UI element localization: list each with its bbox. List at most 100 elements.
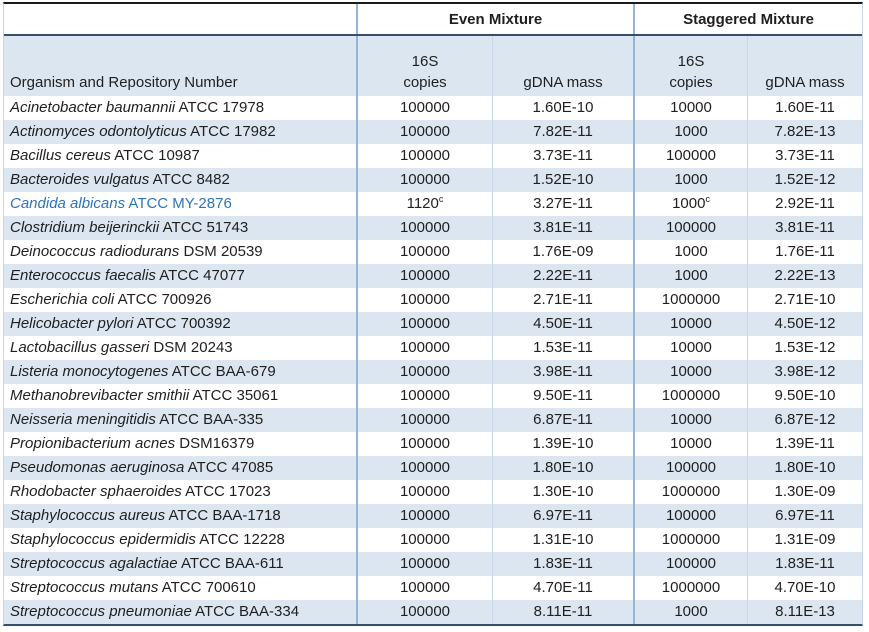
staggered-16s-copies-value: 100000 (665, 219, 717, 236)
staggered-gdna-mass-cell: 2.71E-10 (747, 288, 862, 312)
species-name: Candida albicans (10, 195, 126, 212)
staggered-16s-copies-value: 1000 (674, 243, 708, 260)
repository-number: ATCC 51743 (162, 219, 249, 236)
staggered-16s-copies-value: 1000000 (661, 483, 721, 500)
organism-cell: Staphylococcus aureus ATCC BAA-1718 (4, 504, 356, 528)
table-row: Neisseria meningitidis ATCC BAA-335 1000… (4, 408, 862, 432)
even-16s-copies-cell: 100000 (356, 96, 492, 120)
staggered-16s-copies-value: 100000 (665, 507, 717, 524)
staggered-gdna-mass-cell: 8.11E-13 (747, 600, 862, 624)
staggered-16s-copies-cell: 1000000 (633, 288, 747, 312)
even-16s-copies-value: 100000 (399, 291, 451, 308)
staggered-gdna-mass-cell: 2.22E-13 (747, 264, 862, 288)
staggered-16s-copies-value: 1000 (674, 603, 708, 620)
staggered-gdna-mass-value: 1.30E-09 (774, 483, 836, 500)
copies-label: copies (403, 74, 447, 91)
table-row: Rhodobacter sphaeroides ATCC 17023 10000… (4, 480, 862, 504)
table-row: Streptococcus mutans ATCC 700610 100000 … (4, 576, 862, 600)
staggered-16s-copies-cell: 10000 (633, 360, 747, 384)
species-name: Staphylococcus aureus (10, 507, 166, 524)
species-name: Staphylococcus epidermidis (10, 531, 196, 548)
repository-number: ATCC 47085 (187, 459, 274, 476)
species-name: Escherichia coli (10, 291, 115, 308)
table-row: Streptococcus agalactiae ATCC BAA-611 10… (4, 552, 862, 576)
even-gdna-mass-value: 1.76E-09 (532, 243, 594, 260)
even-gdna-mass-value: 1.80E-10 (532, 459, 594, 476)
even-gdna-mass-value: 1.60E-10 (532, 99, 594, 116)
even-16s-copies-cell: 100000 (356, 144, 492, 168)
species-name: Methanobrevibacter smithii (10, 387, 190, 404)
table-row: Actinomyces odontolyticus ATCC 17982 100… (4, 120, 862, 144)
even-16s-copies-value: 100000 (399, 579, 451, 596)
even-gdna-mass-value: 1.53E-11 (533, 339, 593, 356)
organism-cell: Bacillus cereus ATCC 10987 (4, 144, 356, 168)
even-gdna-mass-cell: 1.39E-10 (492, 432, 633, 456)
repository-number: ATCC MY-2876 (128, 195, 232, 212)
organism-cell: Helicobacter pylori ATCC 700392 (4, 312, 356, 336)
16s-label: 16S (411, 53, 439, 70)
organism-cell: Escherichia coli ATCC 700926 (4, 288, 356, 312)
staggered-16s-copies-value: 1000000 (661, 531, 721, 548)
species-name: Bacteroides vulgatus (10, 171, 150, 188)
even-gdna-mass-cell: 6.87E-11 (492, 408, 633, 432)
even-gdna-mass-value: 2.71E-11 (533, 291, 593, 308)
table-row: Bacteroides vulgatus ATCC 8482 100000 1.… (4, 168, 862, 192)
staggered-16s-copies-value: 10000 (670, 99, 712, 116)
staggered-16s-copies-value: 10000 (670, 315, 712, 332)
even-16s-copies-header: 16S copies (356, 36, 492, 96)
staggered-gdna-mass-cell: 7.82E-13 (747, 120, 862, 144)
even-16s-copies-cell: 100000 (356, 600, 492, 624)
organism-cell: Bacteroides vulgatus ATCC 8482 (4, 168, 356, 192)
even-gdna-mass-cell: 2.71E-11 (492, 288, 633, 312)
even-16s-copies-value: 100000 (399, 531, 451, 548)
organism-cell: Lactobacillus gasseri DSM 20243 (4, 336, 356, 360)
organism-cell: Streptococcus agalactiae ATCC BAA-611 (4, 552, 356, 576)
even-gdna-mass-value: 3.73E-11 (533, 147, 593, 164)
repository-number: ATCC 700926 (117, 291, 212, 308)
staggered-16s-copies-cell: 1000 (633, 240, 747, 264)
staggered-16s-copies-cell: 1000 (633, 168, 747, 192)
even-gdna-mass-value: 8.11E-11 (533, 603, 593, 620)
staggered-gdna-mass-cell: 4.70E-10 (747, 576, 862, 600)
staggered-16s-copies-cell: 10000 (633, 432, 747, 456)
repository-number: ATCC 47077 (159, 267, 245, 284)
even-mixture-header: Even Mixture (356, 4, 633, 34)
staggered-16s-copies-cell: 100000 (633, 216, 747, 240)
table-row: Methanobrevibacter smithii ATCC 35061 10… (4, 384, 862, 408)
even-gdna-mass-value: 1.39E-10 (532, 435, 594, 452)
even-16s-copies-value: 100000 (399, 435, 451, 452)
footnote-marker: c (705, 194, 710, 204)
species-name: Clostridium beijerinckii (10, 219, 160, 236)
gdna-mass-label: gDNA mass (765, 74, 845, 91)
table-row: Lactobacillus gasseri DSM 20243 100000 1… (4, 336, 862, 360)
even-16s-copies-value: 1120 (406, 195, 439, 212)
even-16s-copies-value: 100000 (399, 147, 451, 164)
even-gdna-mass-header: gDNA mass (492, 36, 633, 96)
staggered-gdna-mass-cell: 6.97E-11 (747, 504, 862, 528)
organism-cell: Methanobrevibacter smithii ATCC 35061 (4, 384, 356, 408)
staggered-gdna-mass-value: 1.39E-11 (775, 435, 835, 452)
even-16s-copies-cell: 100000 (356, 120, 492, 144)
organism-cell: Streptococcus pneumoniae ATCC BAA-334 (4, 600, 356, 624)
even-gdna-mass-value: 6.87E-11 (533, 411, 593, 428)
even-gdna-mass-cell: 1.83E-11 (492, 552, 633, 576)
even-16s-copies-value: 100000 (399, 243, 451, 260)
staggered-gdna-mass-value: 1.60E-11 (775, 99, 835, 116)
repository-number: DSM 20539 (183, 243, 263, 260)
table-body: Acinetobacter baumannii ATCC 17978 10000… (4, 96, 862, 624)
staggered-gdna-mass-value: 9.50E-10 (774, 387, 836, 404)
organism-cell: Staphylococcus epidermidis ATCC 12228 (4, 528, 356, 552)
column-header-row: Organism and Repository Number 16S copie… (4, 36, 862, 96)
staggered-16s-copies-value: 100000 (665, 459, 717, 476)
even-gdna-mass-cell: 1.76E-09 (492, 240, 633, 264)
even-gdna-mass-cell: 3.73E-11 (492, 144, 633, 168)
species-name: Actinomyces odontolyticus (10, 123, 187, 140)
staggered-16s-copies-value: 1000 (672, 195, 706, 212)
staggered-gdna-mass-value: 8.11E-13 (775, 603, 835, 620)
staggered-gdna-mass-value: 7.82E-13 (774, 123, 836, 140)
staggered-gdna-mass-header: gDNA mass (747, 36, 862, 96)
even-16s-copies-cell: 100000 (356, 336, 492, 360)
staggered-16s-copies-cell: 10000 (633, 408, 747, 432)
even-16s-copies-value: 100000 (399, 339, 451, 356)
